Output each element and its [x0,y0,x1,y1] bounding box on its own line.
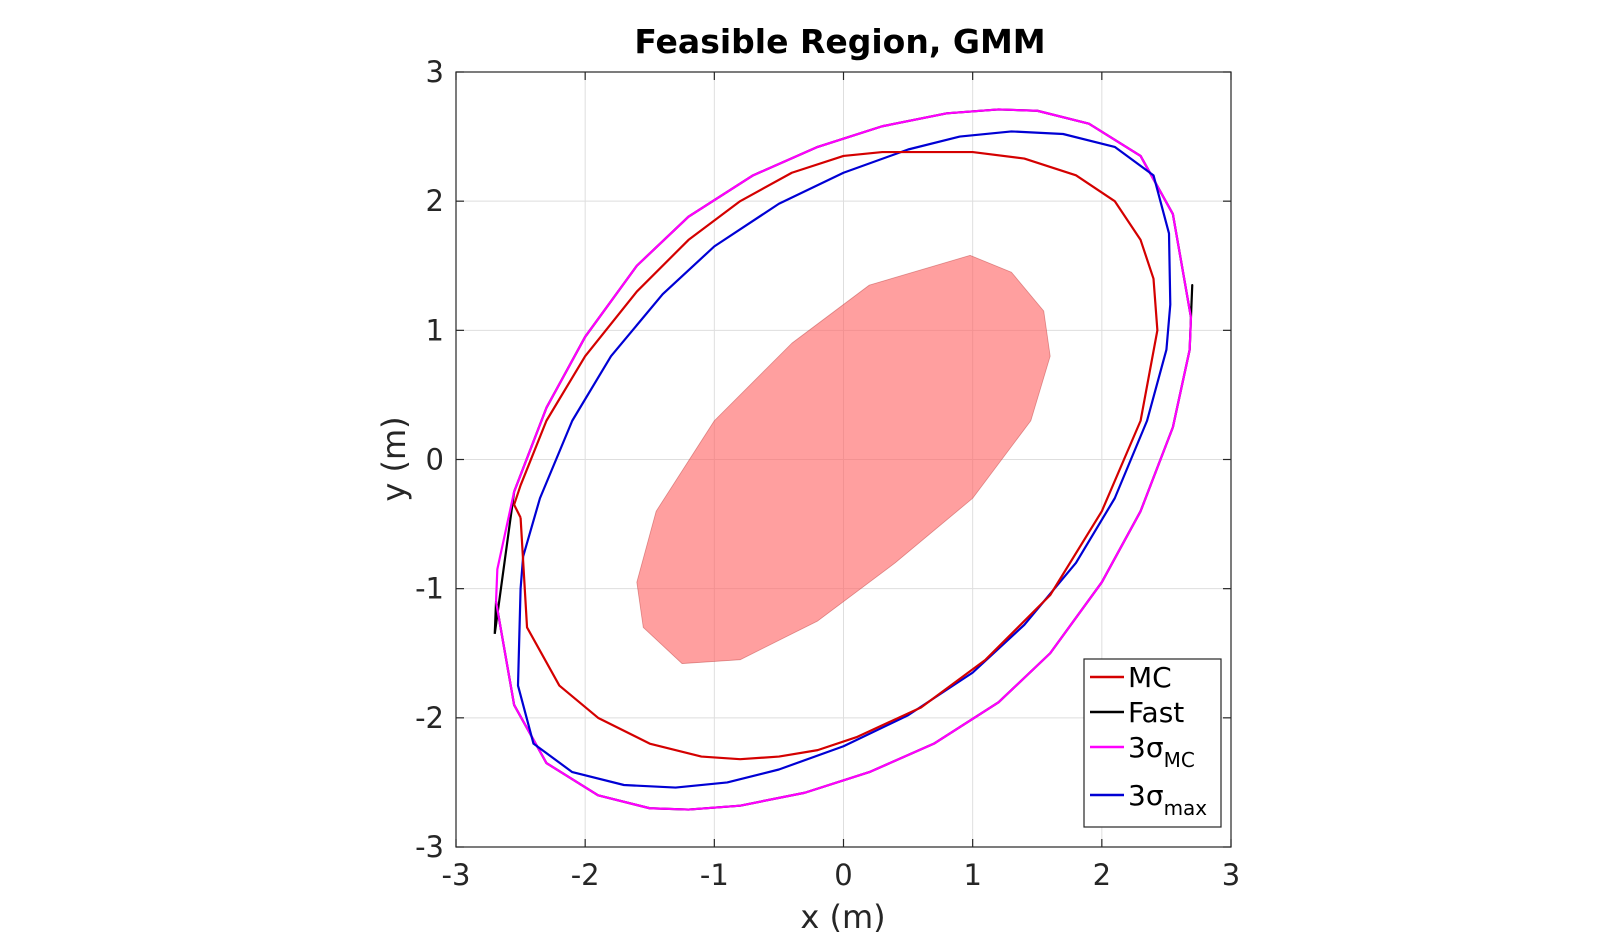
chart-title: Feasible Region, GMM [634,22,1045,61]
x-tick-label: -2 [571,858,600,892]
y-axis-label: y (m) [375,416,413,501]
legend-box [1083,658,1222,828]
y-tick-label: -3 [415,830,444,864]
x-axis-label: x (m) [800,898,885,936]
series-line-3--max [516,130,1172,789]
y-tick-label: -1 [415,572,444,606]
x-tick-label: -3 [442,858,471,892]
x-tick-label: -1 [700,858,729,892]
axis-ticks: -3 -2 -1 0 1 2 3 -3 -2 -1 0 1 2 3 [415,55,1240,892]
legend-entry-label: MC [1128,661,1172,694]
y-tick-label: -2 [415,701,444,735]
legend-entry-label: 3σmax [1128,779,1207,820]
series-line-mc [513,150,1159,761]
x-tick-label: 2 [1093,858,1111,892]
y-tick-label: 0 [426,443,444,477]
legend-entry-label: Fast [1128,696,1184,729]
y-tick-label: 3 [426,55,444,89]
y-tick-label: 1 [426,313,444,347]
x-tick-label: 3 [1222,858,1240,892]
filled-region [636,255,1051,664]
x-tick-label: 0 [834,858,852,892]
y-tick-label: 2 [426,184,444,218]
x-tick-label: 1 [963,858,981,892]
legend-entry-label: 3σMC [1128,731,1195,772]
series-line-3--mc [494,108,1193,811]
plot-contents [493,108,1194,811]
